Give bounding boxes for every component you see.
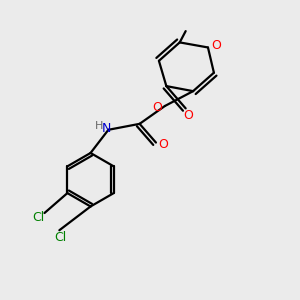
Text: O: O — [152, 101, 162, 114]
Text: O: O — [158, 138, 168, 152]
Text: O: O — [211, 40, 221, 52]
Text: H: H — [95, 121, 104, 131]
Text: Cl: Cl — [55, 231, 67, 244]
Text: Cl: Cl — [32, 211, 45, 224]
Text: N: N — [102, 122, 112, 135]
Text: O: O — [184, 109, 194, 122]
